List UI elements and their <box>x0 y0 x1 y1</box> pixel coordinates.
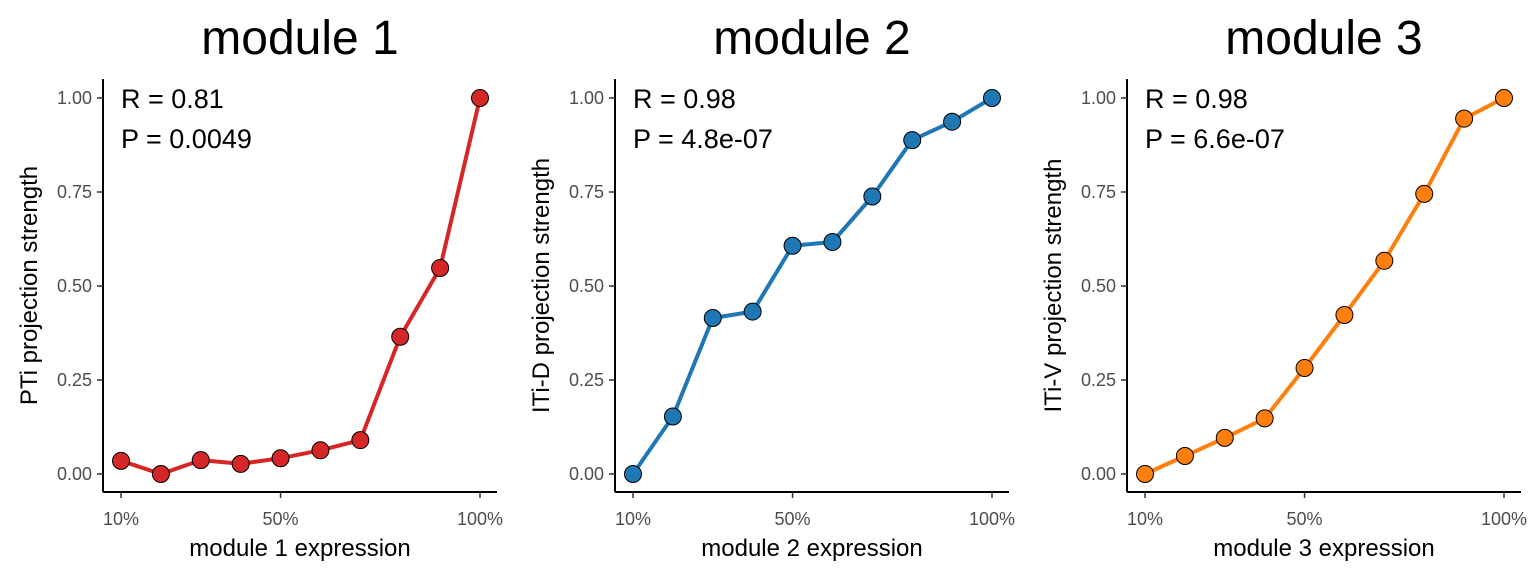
chart-title: module 3 <box>1225 12 1422 65</box>
data-point <box>271 449 290 468</box>
y-tick-label: 0.75 <box>57 182 92 202</box>
x-tick-label: 100% <box>1481 509 1527 529</box>
data-point <box>983 89 1001 107</box>
data-point <box>1495 89 1513 107</box>
y-tick-label: 1.00 <box>1081 88 1116 108</box>
y-tick-label: 0.75 <box>1081 182 1116 202</box>
data-point <box>351 431 370 450</box>
y-tick-label: 0.50 <box>57 276 92 296</box>
data-point <box>703 308 722 327</box>
y-tick-label: 1.00 <box>57 88 92 108</box>
data-point <box>1335 305 1354 324</box>
data-point <box>943 112 962 131</box>
y-tick-label: 0.25 <box>569 370 604 390</box>
annotation-r: R = 0.98 <box>1145 84 1248 114</box>
data-point <box>431 258 450 277</box>
y-axis-label: ITi-V projection strength <box>1040 159 1067 413</box>
series-line <box>631 96 994 476</box>
y-tick-label: 0.25 <box>57 370 92 390</box>
data-point <box>624 465 642 483</box>
y-axis-label: ITi-D projection strength <box>528 158 555 413</box>
data-point <box>663 407 682 426</box>
data-point <box>1215 428 1234 447</box>
data-point <box>743 302 762 321</box>
series-line <box>1143 96 1506 476</box>
annotation-p: P = 6.6e-07 <box>1145 124 1285 154</box>
y-axis-label: PTi projection strength <box>16 166 43 405</box>
data-point <box>391 327 410 346</box>
y-tick-label: 0.50 <box>1081 276 1116 296</box>
x-axis-label: module 2 expression <box>701 535 922 562</box>
x-tick-label: 10% <box>103 509 139 529</box>
data-point <box>1175 446 1194 465</box>
x-tick-label: 10% <box>1127 509 1163 529</box>
data-point <box>191 451 210 470</box>
y-tick-label: 0.00 <box>1081 464 1116 484</box>
annotation-r: R = 0.98 <box>633 84 736 114</box>
chart-panel-1: module 1 0.00 0.25 0.50 0.75 1.00 10% 50% 100% mo… <box>16 12 503 562</box>
x-tick-label: 50% <box>263 509 299 529</box>
annotation-r: R = 0.81 <box>121 84 224 114</box>
chart-title: module 2 <box>713 12 910 65</box>
data-point <box>863 187 882 206</box>
data-point <box>1136 465 1154 483</box>
data-point <box>1255 409 1274 428</box>
series-line <box>119 96 482 476</box>
chart-title: module 1 <box>201 12 398 65</box>
x-tick-label: 100% <box>457 509 503 529</box>
y-tick-label: 1.00 <box>569 88 604 108</box>
x-tick-label: 10% <box>615 509 651 529</box>
annotation-p: P = 4.8e-07 <box>633 124 773 154</box>
x-tick-label: 50% <box>1287 509 1323 529</box>
y-tick-label: 0.00 <box>57 464 92 484</box>
y-tick-label: 0.25 <box>1081 370 1116 390</box>
x-tick-label: 100% <box>969 509 1015 529</box>
data-point <box>823 233 842 252</box>
data-point <box>1455 109 1474 128</box>
data-point <box>471 89 489 107</box>
annotation-p: P = 0.0049 <box>121 124 252 154</box>
data-point <box>903 131 922 150</box>
x-tick-label: 50% <box>775 509 811 529</box>
data-point <box>151 465 170 483</box>
data-point <box>112 451 130 470</box>
data-point <box>1415 184 1434 203</box>
x-axis-label: module 3 expression <box>1213 535 1434 562</box>
data-point <box>231 454 250 473</box>
y-tick-label: 0.50 <box>569 276 604 296</box>
x-axis-label: module 1 expression <box>189 535 410 562</box>
chart-panel-2: module 2 0.00 0.25 0.50 0.75 1.00 10% 50% 100% mo… <box>528 12 1015 562</box>
data-point <box>311 441 330 460</box>
data-point <box>1295 358 1314 377</box>
y-tick-label: 0.00 <box>569 464 604 484</box>
y-tick-label: 0.75 <box>569 182 604 202</box>
data-point <box>783 236 802 255</box>
chart-panel-3: module 3 0.00 0.25 0.50 0.75 1.00 10% 50% 100% mo… <box>1040 12 1527 562</box>
data-point <box>1375 251 1394 270</box>
